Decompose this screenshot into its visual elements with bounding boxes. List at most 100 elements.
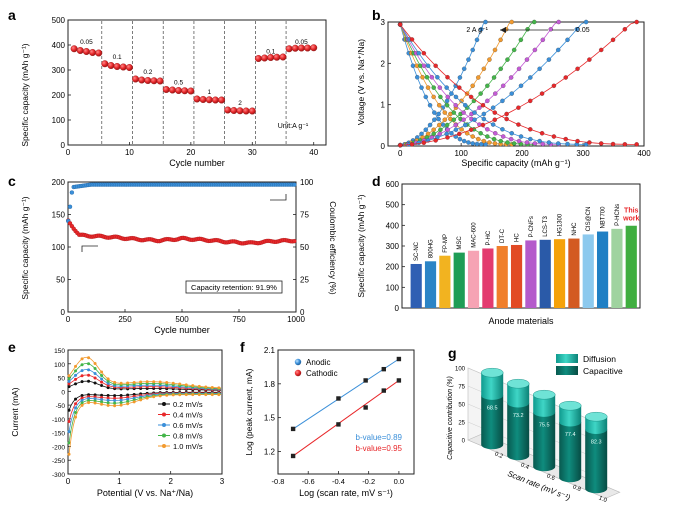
f-point: [381, 366, 386, 372]
b-marker: [425, 63, 431, 69]
e-marker: [67, 379, 71, 383]
g-value-label: 68.5: [487, 405, 498, 411]
b-marker: [436, 116, 441, 122]
a-point: [82, 48, 90, 56]
b-marker: [587, 57, 592, 62]
b-marker: [500, 134, 506, 139]
e-marker: [119, 396, 123, 400]
d-ylabel: Specific capacity (mAh g⁻¹): [356, 194, 366, 297]
f-y-tick-label: 2.1: [264, 346, 276, 355]
a-point: [224, 106, 232, 114]
e-marker: [171, 381, 175, 385]
g-value-label: 77.4: [565, 432, 576, 438]
f-y-axis: 1.2 1.5 1.8 2.1: [264, 346, 281, 456]
g-cylinder-capacitive: [559, 421, 582, 483]
e-marker: [67, 377, 71, 381]
d-bar-label-this: This: [624, 208, 638, 215]
e-marker: [210, 385, 214, 389]
e-marker: [158, 380, 162, 384]
e-marker: [204, 385, 208, 389]
b-marker: [423, 94, 429, 100]
panel-b: b 0 1 2 3 0 100 200 300 400 Voltage (V vs. Na⁺/…: [356, 7, 651, 168]
b-marker: [409, 37, 415, 42]
a-point: [254, 55, 262, 63]
f-legend-label: Anodic: [306, 358, 330, 367]
a-xlabel: Cycle number: [169, 158, 225, 168]
e-marker: [210, 393, 214, 397]
d-bar: [424, 261, 437, 308]
e-marker: [165, 393, 169, 397]
c-right-arrow: [270, 194, 287, 201]
e-marker: [106, 394, 110, 398]
c-x-tick-label: 500: [175, 315, 189, 324]
b-marker: [480, 103, 486, 108]
b-marker: [525, 27, 530, 32]
b-marker: [421, 50, 427, 56]
c-data-points: [66, 182, 297, 246]
d-bar: [453, 252, 465, 308]
g-ylabel: Capacitive contribution (%): [447, 376, 454, 460]
c-y-tick-label: 200: [52, 178, 66, 187]
b-annotation-fast: 2 A g⁻¹: [466, 27, 488, 34]
f-legend-label: Cathodic: [306, 369, 338, 378]
e-x-tick-label: 1: [117, 477, 122, 486]
e-legend-label: 0.2 mV/s: [173, 400, 203, 409]
c-y2label: Coulombic efficiency (%): [328, 201, 338, 295]
b-marker: [518, 83, 524, 89]
b-marker: [537, 66, 542, 72]
b-marker: [437, 131, 443, 137]
e-ylabel: Current (mA): [10, 387, 20, 436]
b-marker: [423, 127, 429, 132]
b-y-axis: 0 1 2 3: [381, 18, 391, 151]
b-marker: [539, 131, 545, 136]
e-marker: [74, 415, 78, 419]
b-marker: [438, 94, 443, 100]
e-marker: [100, 396, 104, 400]
f-y-tick-label: 1.8: [264, 380, 276, 389]
e-marker: [152, 395, 156, 399]
b-marker: [565, 37, 570, 43]
b-marker: [444, 98, 450, 104]
b-marker: [461, 117, 466, 122]
d-bar: [496, 246, 508, 308]
b-marker: [622, 142, 628, 147]
e-marker: [93, 399, 97, 403]
f-fit-line: [292, 358, 400, 430]
g-cylinder-diffusion: [507, 383, 530, 408]
f-legend-marker: [294, 369, 302, 377]
d-bar-label: HG1300: [558, 213, 564, 236]
c-x-axis: 0 250 500 750 1000: [66, 309, 305, 324]
b-marker: [461, 138, 467, 144]
a-point: [95, 49, 103, 57]
e-marker: [80, 394, 84, 398]
d-y-tick-label: 400: [386, 221, 400, 230]
b-marker: [472, 110, 477, 115]
a-y-axis: 0 100 200 300 400 500: [52, 16, 71, 150]
b-marker: [453, 94, 459, 100]
e-marker: [178, 382, 182, 386]
e-x-axis: 0 1 2 3: [66, 471, 225, 486]
b-marker: [493, 131, 498, 136]
a-y-tick-label: 0: [61, 141, 66, 150]
e-marker: [80, 380, 84, 384]
a-x-tick-label: 20: [186, 148, 195, 157]
e-legend-marker: [162, 433, 166, 438]
a-point: [261, 54, 269, 62]
d-bar: [568, 238, 580, 308]
a-x-tick-label: 10: [125, 148, 134, 157]
f-legend-marker: [294, 358, 302, 366]
b-marker: [555, 141, 561, 146]
e-marker: [152, 380, 156, 384]
b-x-tick-label: 300: [576, 149, 590, 158]
e-legend-label: 0.4 mV/s: [173, 411, 203, 420]
c-efficiency-point: [292, 182, 297, 187]
g-legend-swatch: [556, 354, 578, 363]
b-marker: [433, 138, 438, 143]
e-marker: [80, 401, 84, 405]
e-marker: [191, 393, 195, 397]
a-rate-label: 0.2: [143, 69, 152, 76]
c-y-tick-label: 100: [52, 243, 66, 252]
e-marker: [106, 381, 110, 385]
f-y-tick-label: 1.5: [264, 414, 276, 423]
e-y-tick-label: 100: [54, 362, 65, 369]
